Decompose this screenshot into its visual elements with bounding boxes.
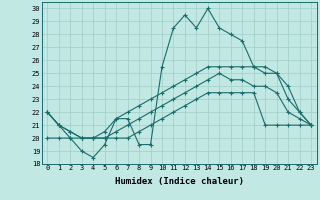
- X-axis label: Humidex (Indice chaleur): Humidex (Indice chaleur): [115, 177, 244, 186]
